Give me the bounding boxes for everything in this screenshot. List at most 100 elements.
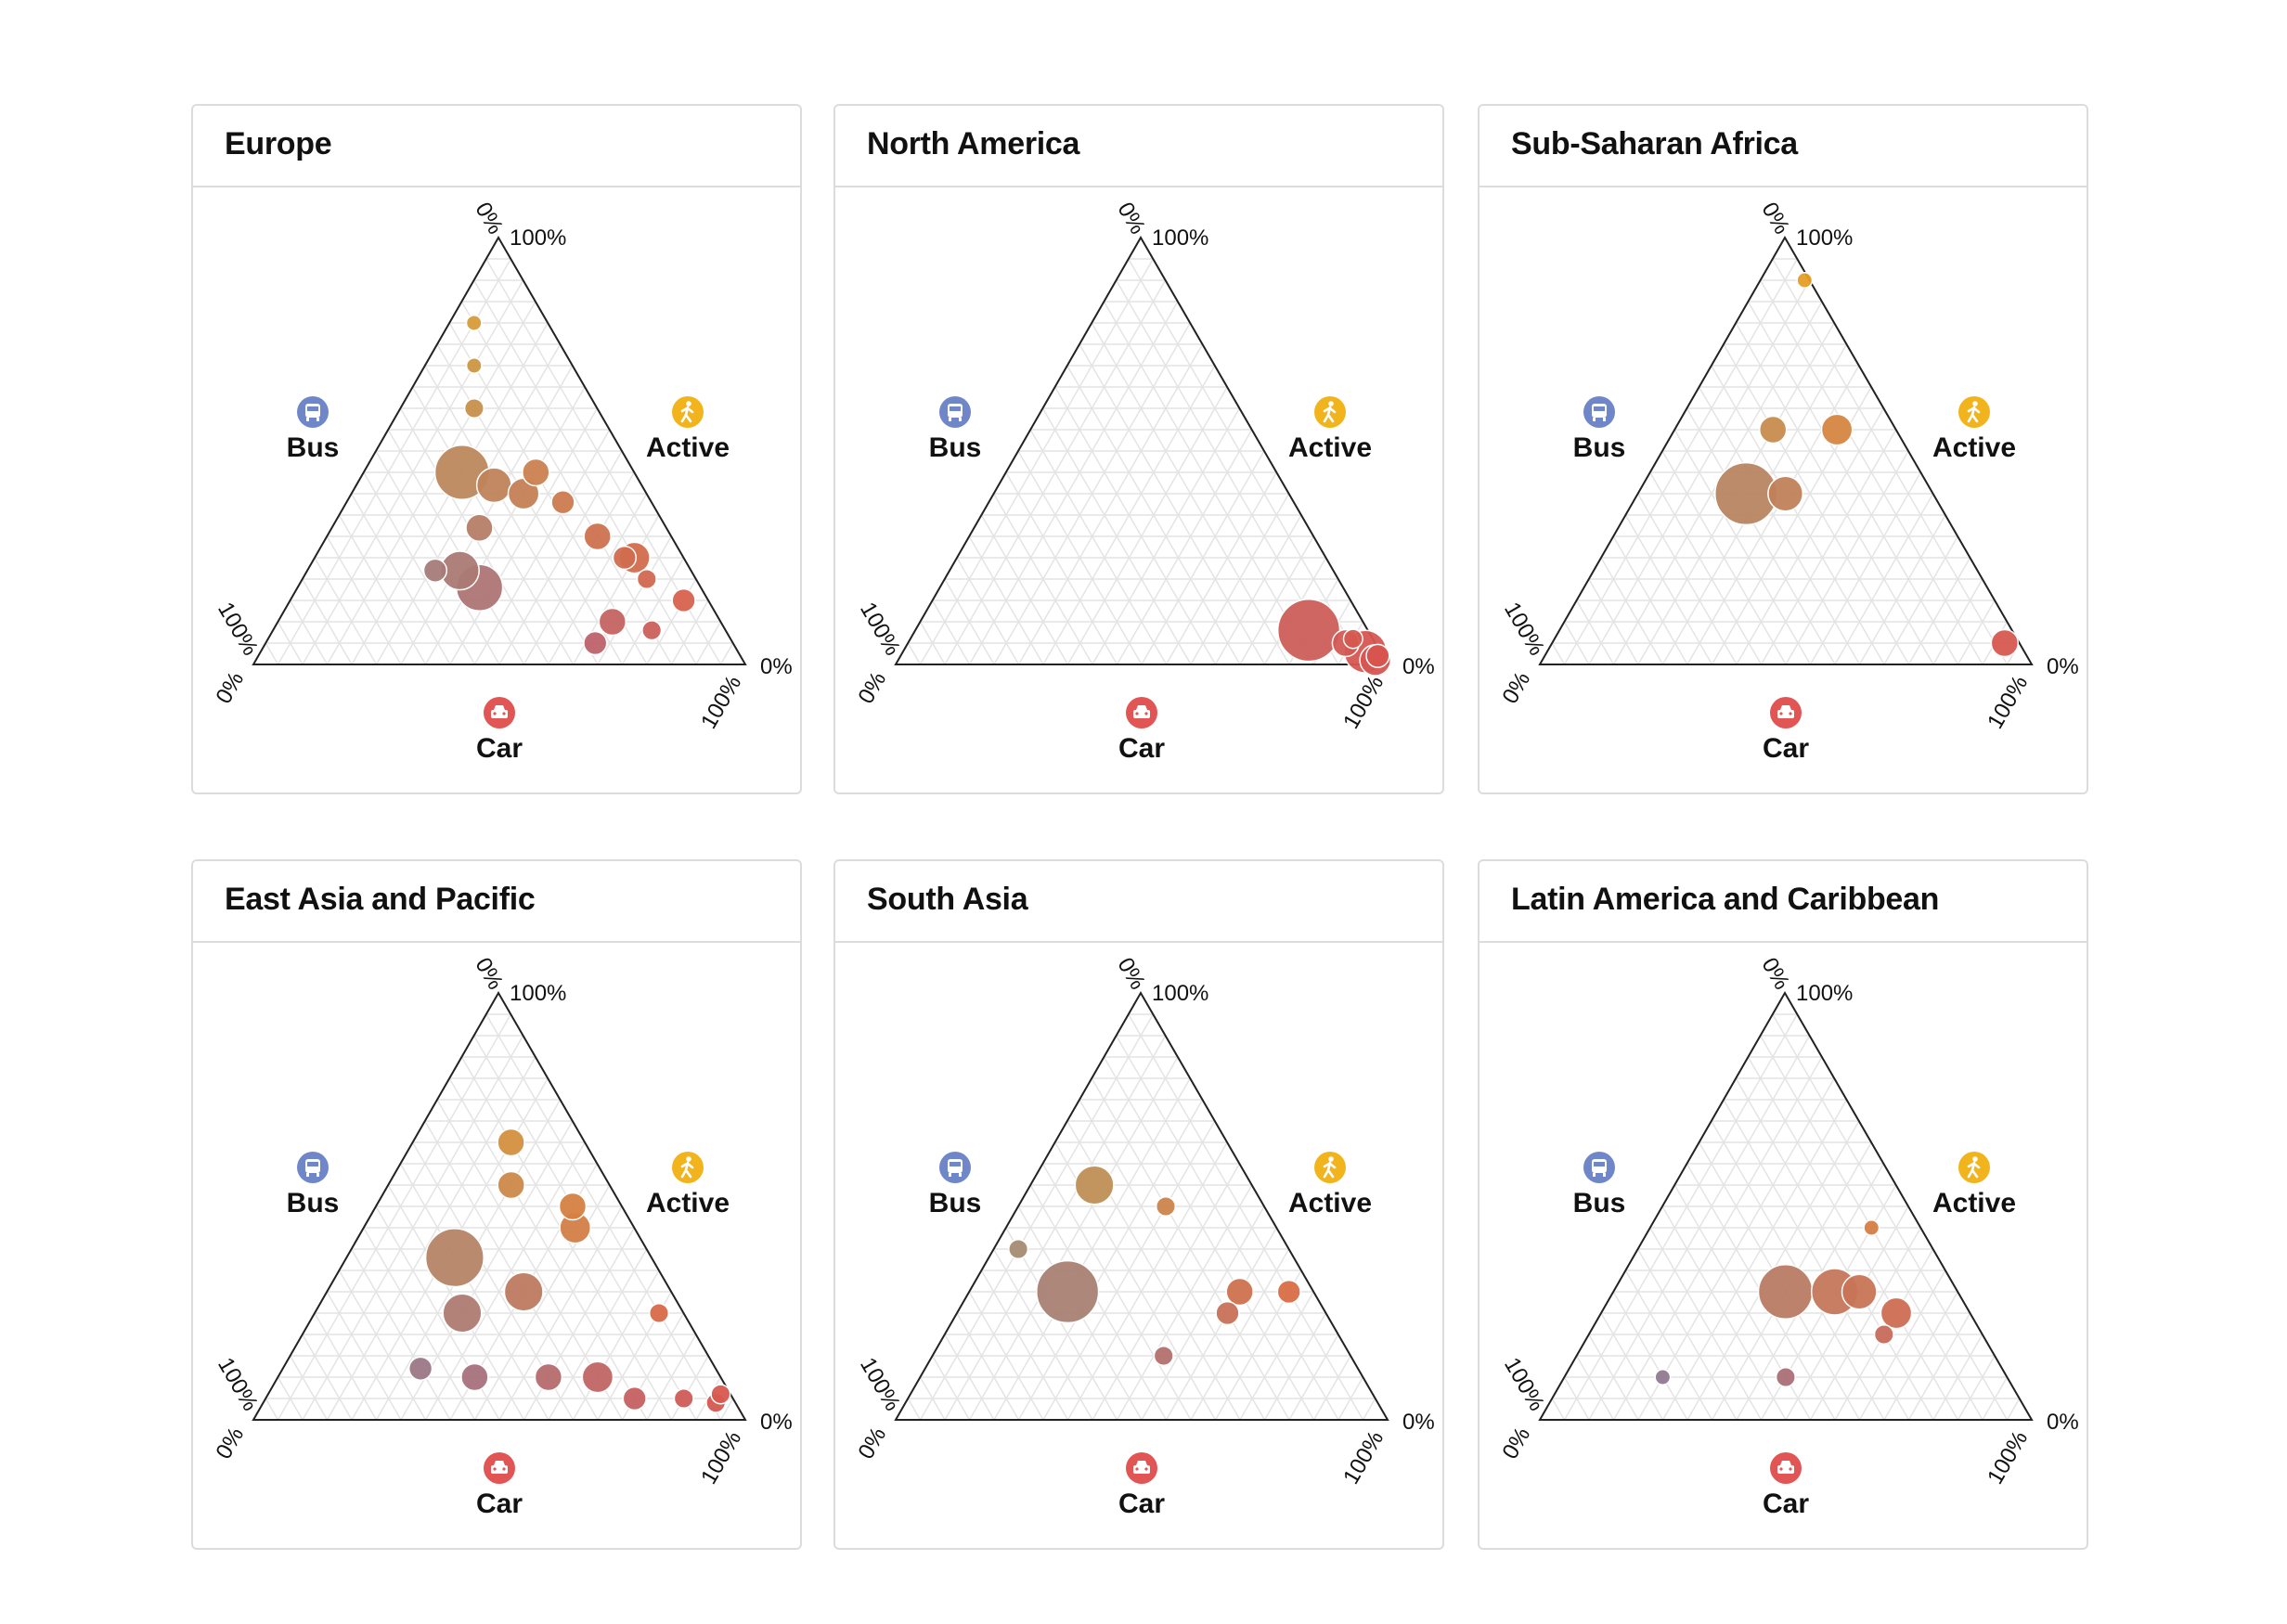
grid-line: [326, 535, 402, 665]
axis-label-car: Car: [1118, 1489, 1165, 1519]
grid-line: [548, 1248, 648, 1421]
grid-line: [968, 1056, 1179, 1421]
data-point: [497, 1170, 525, 1200]
data-point: [1758, 415, 1788, 445]
data-point: [1225, 1277, 1254, 1307]
grid-line: [1288, 1334, 1339, 1421]
data-points: [1714, 272, 2020, 658]
grid-line: [1563, 258, 1798, 665]
axis-icons: [939, 396, 1346, 728]
grid-line: [1957, 1355, 1996, 1421]
tick-label-left-100: 100%: [1499, 1353, 1549, 1415]
data-point: [612, 545, 638, 571]
grid-line: [1636, 493, 1738, 665]
grid-line: [1103, 1056, 1315, 1421]
data-point: [550, 490, 575, 515]
grid-line: [326, 1291, 402, 1421]
grid-line: [338, 514, 427, 665]
grid-line: [907, 642, 922, 665]
bus-icon-wheel: [306, 1173, 309, 1177]
car-icon-body: [491, 1465, 508, 1474]
grid-line: [265, 642, 279, 665]
grid-line: [387, 429, 525, 665]
grid-line: [956, 557, 1020, 665]
grid-line: [968, 301, 1179, 665]
walking-person-body: [1967, 1161, 1981, 1179]
car-icon-light: [1789, 1467, 1792, 1471]
data-point: [583, 522, 612, 551]
grid-line: [1017, 1099, 1204, 1421]
grid-line: [1029, 1184, 1168, 1421]
grid-line: [1079, 343, 1266, 665]
grid-line: [1239, 535, 1314, 665]
tick-label-top-0: 0%: [1112, 953, 1150, 994]
tick-label-right-100: 100%: [1338, 1427, 1389, 1489]
grid-line: [1141, 1205, 1265, 1421]
grid-line: [944, 578, 995, 665]
car-icon-roof: [1780, 1461, 1791, 1465]
grid-line: [1624, 1270, 1713, 1421]
grid-line: [1785, 450, 1909, 665]
grid-line: [289, 599, 329, 665]
data-point: [475, 467, 512, 504]
tick-label-right-0: 0%: [760, 1410, 793, 1435]
car-icon-roof: [1136, 705, 1147, 710]
grid-line: [485, 1013, 722, 1421]
grid-line: [1907, 1312, 1971, 1421]
axis-icons: [1583, 1152, 1990, 1484]
triangle-grid: [1551, 258, 2021, 665]
tick-label-top-100: 100%: [1152, 226, 1208, 251]
tick-label-top-100: 100%: [510, 981, 566, 1006]
triangle-grid: [907, 1013, 1376, 1421]
data-point: [598, 607, 627, 637]
bus-icon-wheel: [306, 418, 309, 421]
car-icon-light: [1135, 1467, 1139, 1471]
grid-line: [931, 1355, 971, 1421]
grid-line: [1624, 514, 1713, 665]
grid-line: [302, 578, 353, 665]
grid-line: [1661, 1099, 1848, 1421]
bus-icon-window: [1594, 406, 1605, 411]
panel-title: East Asia and Pacific: [225, 882, 536, 917]
grid-line: [1190, 493, 1290, 665]
panel-divider: [1479, 941, 2087, 943]
axis-label-active: Active: [1932, 432, 2016, 463]
data-point: [463, 397, 485, 419]
grid-line: [1883, 535, 1958, 665]
grid-line: [919, 1013, 1154, 1421]
grid-line: [1190, 1248, 1290, 1421]
grid-line: [1165, 471, 1277, 665]
grid-line: [646, 1334, 697, 1421]
grid-line: [1661, 1205, 1787, 1421]
panel-east-asia-pacific: East Asia and Pacific 0% 100% 100% 0% 0% 100%…: [191, 859, 802, 1550]
car-icon-light: [502, 1467, 506, 1471]
grid-line: [1834, 493, 1934, 665]
data-point: [460, 1362, 489, 1392]
car-icon-body: [1777, 1465, 1794, 1474]
grid-line: [1636, 1248, 1738, 1421]
grid-line: [523, 471, 635, 665]
grid-line: [1263, 1312, 1327, 1421]
tick-label-left-100: 100%: [213, 1353, 263, 1415]
data-point: [622, 1386, 647, 1411]
axis-icons: [297, 1152, 704, 1484]
bus-icon-window: [307, 1162, 318, 1166]
data-point: [1880, 1296, 1913, 1330]
panel-south-asia: South Asia 0% 100% 100% 0% 0% 100% Bus Active Ca…: [833, 859, 1444, 1550]
grid-line: [498, 1205, 623, 1421]
grid-line: [670, 1355, 709, 1421]
panel-europe: Europe 0% 100% 100% 0% 0% 100% Bus Active Car: [191, 104, 802, 794]
axis-label-active: Active: [1932, 1188, 2016, 1218]
axis-icons: [297, 396, 704, 728]
grid-line: [1563, 621, 1590, 665]
tick-label-right-0: 0%: [1402, 1410, 1435, 1435]
panel-divider: [835, 186, 1442, 187]
grid-line: [1649, 1227, 1763, 1421]
grid-line: [1066, 1141, 1228, 1421]
data-point: [1796, 272, 1814, 289]
tick-label-right-100: 100%: [696, 672, 746, 734]
data-points: [1654, 1219, 1913, 1388]
grid-line: [944, 1334, 995, 1421]
grid-line: [1079, 1099, 1266, 1421]
